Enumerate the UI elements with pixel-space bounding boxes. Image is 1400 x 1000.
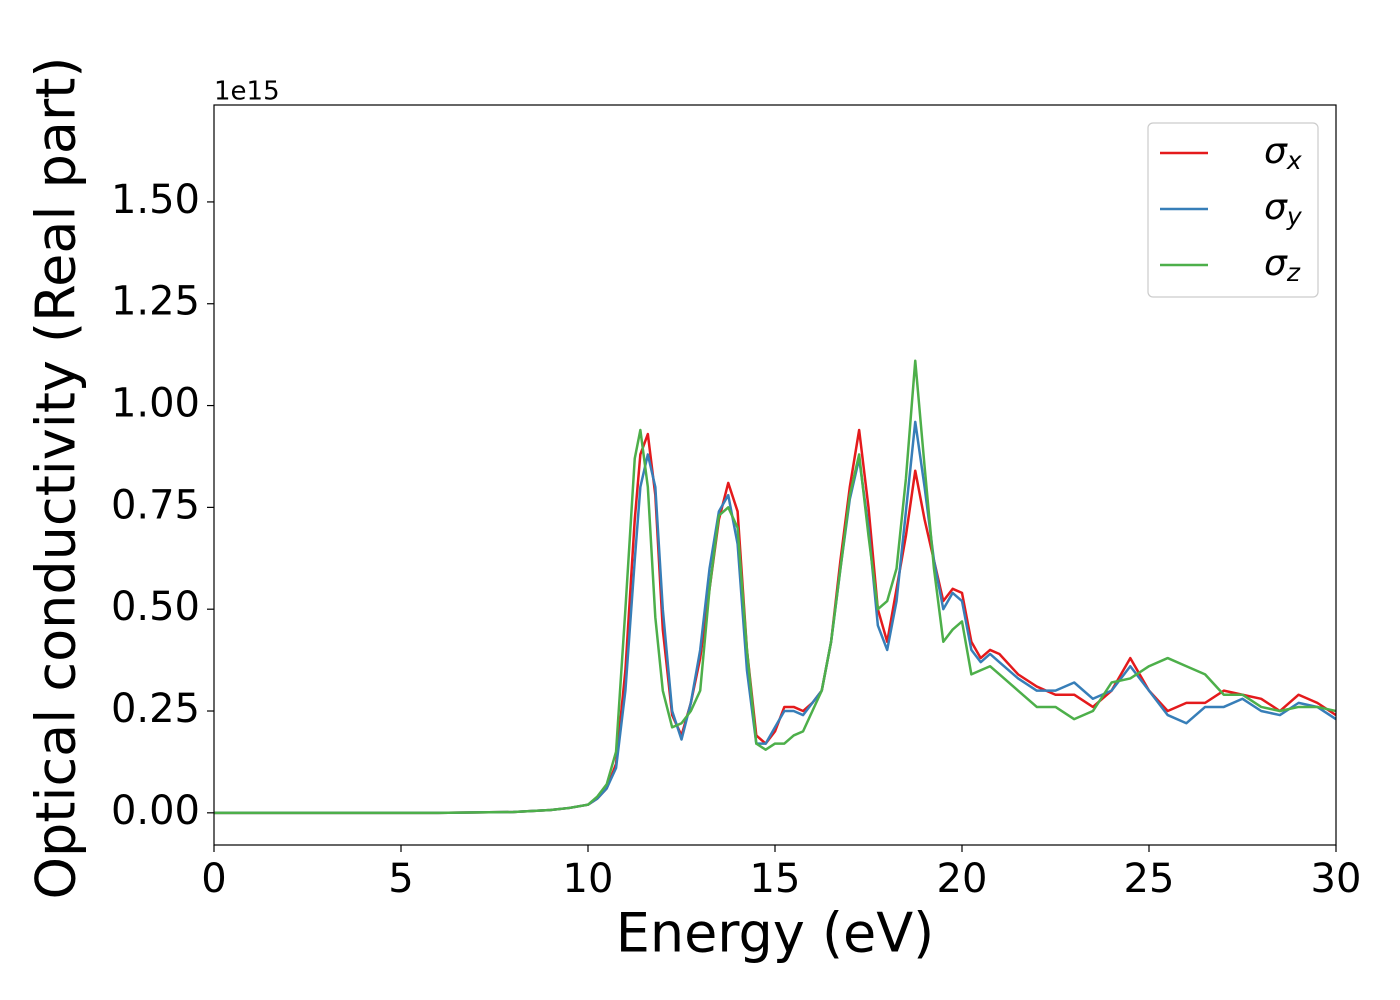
y-tick-label: 0.50 — [111, 584, 200, 630]
x-tick-label: 5 — [388, 856, 413, 902]
plot-frame — [213, 104, 1337, 846]
x-axis-label: Energy (eV) — [616, 902, 935, 965]
y-tick-label: 1.25 — [111, 279, 200, 325]
x-tick-label: 15 — [750, 856, 801, 902]
x-tick-label: 20 — [937, 856, 988, 902]
x-tick-label: 30 — [1311, 856, 1362, 902]
series-line — [214, 359, 1336, 815]
y-offset-label: 1e15 — [214, 77, 280, 107]
y-tick-label: 0.75 — [111, 482, 200, 528]
x-tick-label: 10 — [563, 856, 614, 902]
x-tick-label: 25 — [1124, 856, 1175, 902]
legend-label: σx — [1264, 131, 1302, 175]
y-tick-label: 1.00 — [111, 381, 200, 427]
legend-label: σz — [1264, 243, 1301, 287]
y-tick-label: 0.25 — [111, 686, 200, 732]
legend-label: σy — [1264, 187, 1303, 231]
y-axis-label: Optical conductivity (Real part) — [25, 57, 88, 900]
y-tick-label: 1.50 — [111, 177, 200, 223]
legend-box — [1147, 122, 1319, 298]
y-tick-label: 0.00 — [111, 788, 200, 834]
x-tick-label: 0 — [201, 856, 226, 902]
